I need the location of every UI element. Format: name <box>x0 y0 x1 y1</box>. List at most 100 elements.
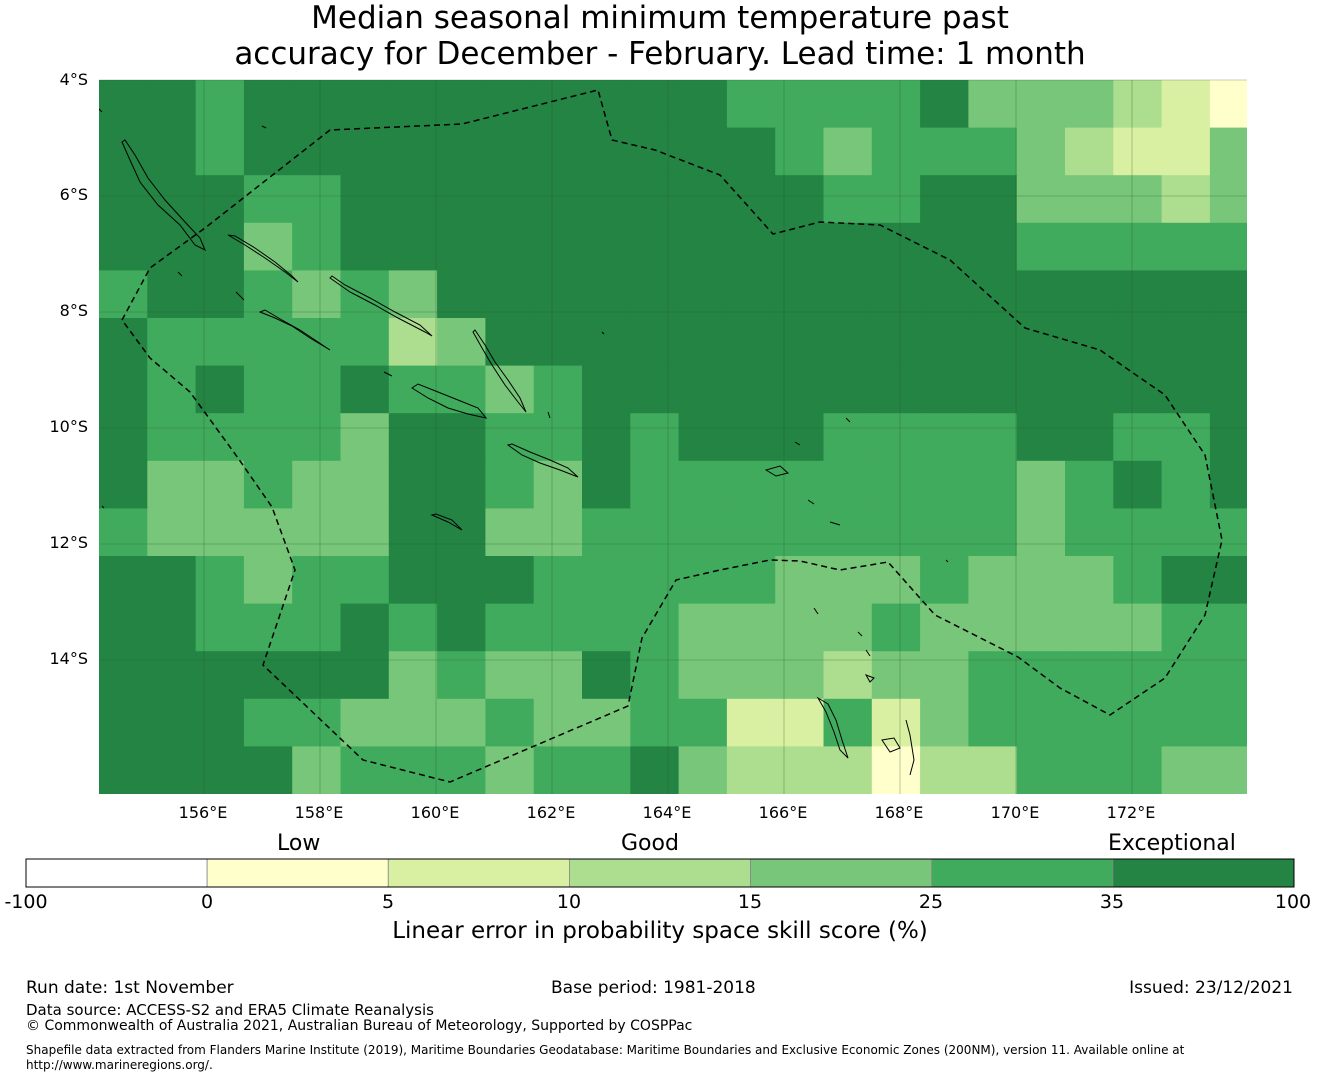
grid-cell <box>147 270 197 319</box>
grid-cell <box>1258 556 1307 604</box>
grid-cell <box>1258 604 1307 652</box>
grid-cell <box>871 365 921 414</box>
grid-cell <box>1161 603 1211 652</box>
grid-cell <box>871 175 921 224</box>
grid-cell <box>1065 80 1114 129</box>
grid-cell <box>1161 746 1211 794</box>
grid-cell <box>920 508 969 557</box>
grid-cell <box>1016 556 1066 605</box>
grid-cell <box>533 127 583 176</box>
grid-cell <box>340 508 390 557</box>
grid-cell <box>1016 127 1066 176</box>
grid-cell <box>533 175 583 224</box>
grid-cell <box>968 318 1018 367</box>
grid-cell <box>775 508 825 557</box>
grid-cell <box>582 80 631 129</box>
grid-cell <box>1161 80 1211 129</box>
grid-cell <box>437 508 486 557</box>
grid-cell <box>726 698 776 747</box>
grid-cell <box>99 698 148 747</box>
grid-cell <box>437 460 486 509</box>
grid-cell <box>775 270 825 319</box>
grid-cell <box>775 556 825 605</box>
grid-cell <box>437 80 486 129</box>
grid-cell <box>243 460 293 509</box>
grid-cell <box>388 556 438 605</box>
grid-cell <box>871 556 921 605</box>
grid-cell <box>823 746 873 794</box>
santa-cruz-islands <box>764 441 841 526</box>
grid-cell <box>243 365 293 414</box>
grid-cell <box>292 175 342 224</box>
grid-cell <box>630 318 680 367</box>
grid-cell <box>533 270 583 319</box>
grid-cell <box>147 80 197 129</box>
grid-cell <box>726 80 776 129</box>
grid-cell <box>388 508 438 557</box>
grid-cell <box>147 746 197 794</box>
grid-cell <box>920 222 969 271</box>
grid-cell <box>292 270 342 319</box>
grid-cell <box>292 127 342 176</box>
grid-cell <box>775 127 825 176</box>
grid-cell <box>582 175 631 224</box>
lon-label-156e: 156°E <box>178 803 228 822</box>
chart-title-line-1: Median seasonal minimum temperature past <box>311 0 1009 36</box>
grid-cell <box>582 365 631 414</box>
grid-cell <box>678 175 728 224</box>
grid-cell <box>195 270 245 319</box>
coastlines <box>99 108 949 776</box>
grid-cell <box>340 698 390 747</box>
grid-cell <box>920 603 969 652</box>
grid-cell <box>968 413 1018 462</box>
grid-cell <box>292 556 342 605</box>
grid-cell <box>1113 365 1163 414</box>
grid-cell <box>195 746 245 794</box>
grid-cell <box>1209 651 1247 700</box>
grid-cell <box>1016 746 1066 794</box>
grid-cell <box>823 698 873 747</box>
colorbar-frame <box>25 858 1295 888</box>
grid-cell <box>582 651 631 700</box>
grid-cell <box>340 365 390 414</box>
shapefile-note-1: Shapefile data extracted from Flanders M… <box>26 1043 1185 1057</box>
grid-cell <box>533 460 583 509</box>
grid-cell <box>630 270 680 319</box>
grid-cell <box>630 80 680 129</box>
grid-cell <box>920 413 969 462</box>
grid-cell <box>920 746 969 794</box>
grid-cell <box>1113 746 1163 794</box>
grid-cell <box>340 651 390 700</box>
cb-tick-15: 15 <box>737 891 763 913</box>
grid-cell <box>1065 127 1114 176</box>
lon-label-168e: 168°E <box>874 803 924 822</box>
shapefile-note-2: http://www.marineregions.org/. <box>26 1058 213 1072</box>
grid-cell <box>437 698 486 747</box>
grid-cell <box>968 651 1018 700</box>
cb-tick-5: 5 <box>381 891 395 913</box>
grid-cell <box>1016 698 1066 747</box>
grid-cell <box>437 603 486 652</box>
grid-cell <box>823 365 873 414</box>
grid-cell <box>195 80 245 129</box>
grid-cell <box>292 460 342 509</box>
grid-cell <box>533 746 583 794</box>
grid-cell <box>1209 413 1247 462</box>
grid-cell <box>533 508 583 557</box>
grid-cell <box>968 556 1018 605</box>
grid-cell <box>823 651 873 700</box>
grid-cell <box>1065 746 1114 794</box>
skill-grid-cells <box>99 80 1307 794</box>
grid-cell <box>678 80 728 129</box>
grid-cell <box>678 746 728 794</box>
grid-cell <box>968 698 1018 747</box>
grid-cell <box>1258 746 1307 794</box>
grid-cell <box>1113 222 1163 271</box>
grid-cell <box>920 270 969 319</box>
grid-cell <box>630 127 680 176</box>
grid-cell <box>1016 270 1066 319</box>
grid-cell <box>1016 80 1066 129</box>
grid-cell <box>775 318 825 367</box>
grid-cell <box>388 270 438 319</box>
grid-cell <box>871 651 921 700</box>
